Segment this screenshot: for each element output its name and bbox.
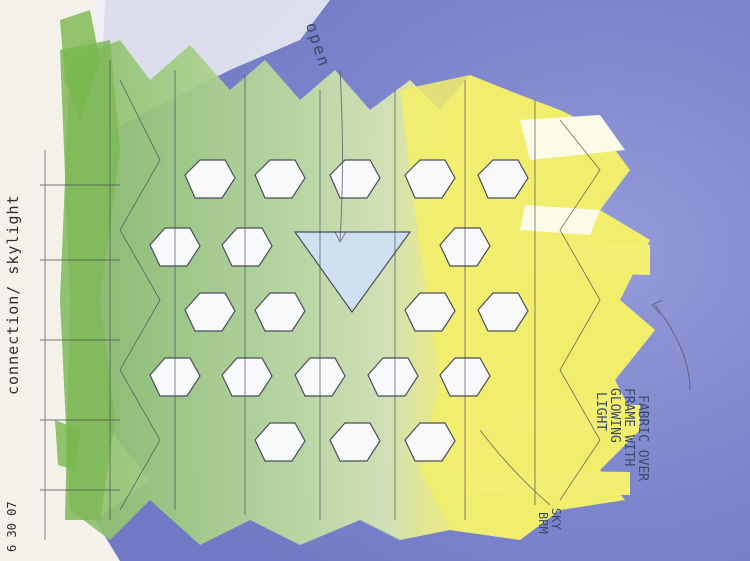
sky-note-line1: SKY — [549, 508, 563, 530]
fabric-note-line1: FABRIC OVER — [635, 395, 650, 482]
connection-skylight-note: connection/ skylight — [4, 194, 22, 395]
pencil-linework — [40, 60, 691, 540]
green-drips — [55, 10, 100, 470]
sky-note-line2: BRM — [536, 512, 550, 534]
fabric-note-line2: FRAME WITH — [621, 388, 636, 467]
date-note: 6 30 07 — [5, 501, 19, 552]
fabric-note-line4: LIGHT — [593, 392, 608, 432]
fabric-note-line3: GLOWING — [607, 388, 622, 443]
